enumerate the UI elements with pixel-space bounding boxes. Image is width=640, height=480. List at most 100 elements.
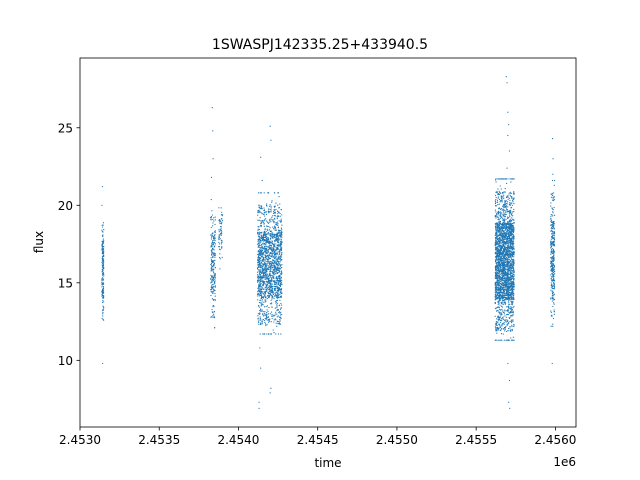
- data-point: [101, 186, 104, 188]
- data-point: [505, 218, 507, 220]
- data-point: [499, 295, 501, 298]
- data-point: [509, 308, 511, 310]
- data-point: [510, 293, 512, 295]
- data-point: [275, 285, 277, 288]
- data-point: [498, 193, 500, 196]
- data-point: [263, 220, 265, 222]
- data-point: [505, 273, 507, 275]
- data-point: [281, 304, 283, 306]
- data-point: [277, 210, 279, 212]
- data-point: [513, 243, 515, 245]
- data-point: [502, 318, 504, 320]
- data-point: [280, 314, 282, 316]
- data-point: [264, 282, 266, 285]
- data-point: [498, 245, 500, 247]
- data-point: [102, 278, 104, 280]
- data-point: [260, 305, 262, 307]
- data-point: [274, 249, 276, 251]
- data-point: [496, 254, 499, 256]
- data-point: [263, 301, 265, 303]
- data-point: [550, 220, 553, 222]
- data-point: [260, 253, 262, 256]
- data-point: [277, 282, 279, 284]
- data-point: [260, 285, 262, 287]
- data-point: [507, 232, 510, 234]
- data-point: [500, 231, 502, 234]
- data-point: [213, 234, 215, 236]
- data-point: [266, 305, 268, 307]
- data-point: [275, 300, 278, 302]
- data-point: [551, 290, 553, 292]
- data-point: [497, 296, 500, 298]
- data-point: [507, 286, 509, 288]
- data-point: [504, 330, 506, 332]
- data-point: [501, 308, 503, 310]
- data-point: [503, 217, 505, 219]
- data-point: [261, 287, 263, 289]
- data-point: [269, 220, 271, 222]
- data-point: [266, 273, 268, 275]
- data-point: [494, 234, 496, 237]
- data-point: [500, 302, 503, 305]
- data-point: [266, 286, 268, 288]
- data-point: [267, 249, 270, 251]
- data-point: [256, 262, 259, 264]
- data-point: [509, 204, 511, 206]
- data-point: [257, 212, 259, 214]
- data-point: [512, 248, 514, 250]
- data-point: [507, 242, 509, 245]
- data-point: [259, 245, 261, 247]
- data-point: [264, 294, 266, 296]
- data-point: [502, 252, 505, 254]
- data-point: [258, 212, 260, 214]
- data-point: [498, 287, 500, 289]
- data-point: [262, 237, 264, 240]
- data-point: [269, 227, 271, 229]
- data-point: [101, 273, 104, 275]
- data-point: [278, 281, 280, 283]
- data-point: [276, 221, 279, 223]
- data-point: [506, 239, 508, 241]
- data-point: [214, 253, 216, 255]
- data-point: [261, 236, 263, 238]
- data-point: [496, 201, 498, 204]
- data-point: [261, 207, 263, 209]
- data-point: [271, 235, 274, 237]
- data-point: [511, 296, 513, 299]
- data-point: [500, 248, 502, 250]
- data-point: [272, 263, 275, 265]
- data-point: [261, 319, 263, 321]
- data-point: [510, 232, 512, 234]
- data-point: [261, 254, 264, 256]
- data-point: [279, 231, 281, 234]
- data-point: [511, 294, 513, 296]
- data-point: [264, 259, 267, 261]
- data-point: [272, 272, 274, 274]
- data-point: [211, 234, 214, 236]
- data-point: [274, 273, 277, 275]
- data-point: [273, 192, 276, 194]
- data-point: [279, 275, 281, 277]
- data-point: [213, 260, 215, 262]
- data-point: [508, 311, 510, 313]
- data-point: [271, 231, 273, 233]
- data-point: [274, 267, 276, 269]
- data-point: [497, 294, 499, 296]
- data-point: [499, 185, 501, 187]
- data-point: [277, 234, 279, 236]
- data-point: [280, 271, 283, 273]
- data-point: [494, 252, 496, 255]
- data-point: [551, 232, 553, 234]
- data-point: [497, 319, 499, 321]
- data-point: [501, 254, 503, 256]
- data-point: [266, 288, 268, 290]
- data-point: [495, 199, 497, 201]
- data-point: [513, 178, 515, 180]
- data-point: [502, 196, 504, 198]
- data-point: [263, 333, 265, 335]
- data-point: [281, 240, 283, 242]
- data-point: [212, 288, 214, 290]
- data-point: [271, 277, 273, 279]
- data-point: [505, 325, 507, 328]
- data-point: [260, 250, 263, 252]
